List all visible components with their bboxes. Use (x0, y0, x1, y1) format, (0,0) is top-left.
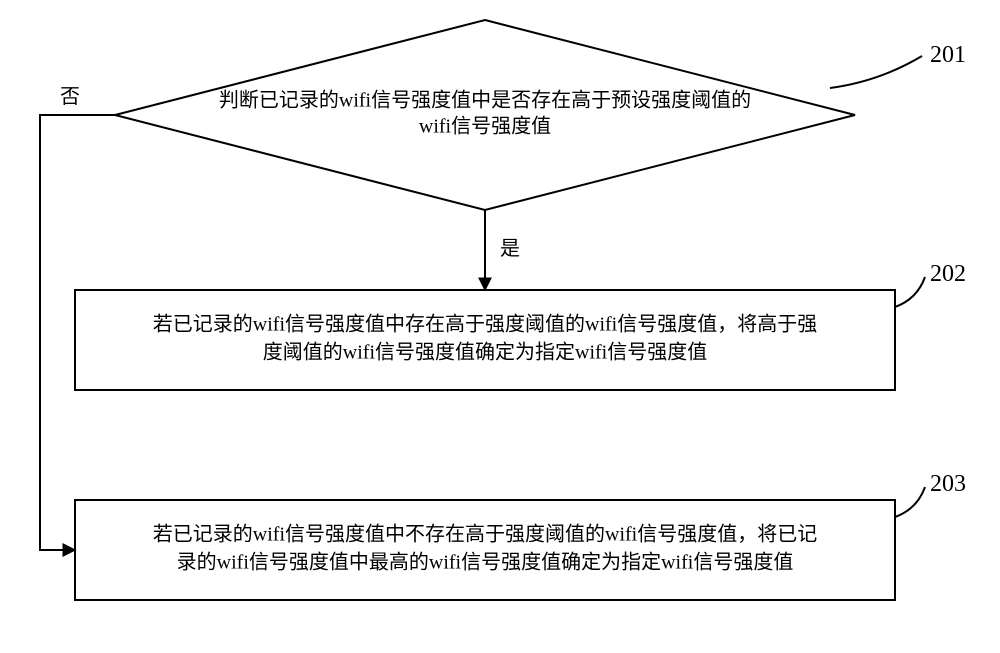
ref-leader (830, 56, 922, 88)
edge-label: 否 (60, 86, 80, 108)
node-text: 判断已记录的wifi信号强度值中是否存在高于预设强度阈值的 (219, 89, 751, 112)
node-text: wifi信号强度值 (419, 115, 551, 138)
node-text: 录的wifi信号强度值中最高的wifi信号强度值确定为指定wifi信号强度值 (177, 551, 794, 574)
ref-label: 202 (930, 261, 966, 287)
node-n2: 若已记录的wifi信号强度值中存在高于强度阈值的wifi信号强度值，将高于强度阈… (75, 261, 966, 390)
node-text: 度阈值的wifi信号强度值确定为指定wifi信号强度值 (263, 341, 707, 364)
ref-label: 201 (930, 42, 966, 68)
node-text: 若已记录的wifi信号强度值中不存在高于强度阈值的wifi信号强度值，将已记 (153, 523, 817, 546)
edge (40, 115, 115, 550)
node-text: 若已记录的wifi信号强度值中存在高于强度阈值的wifi信号强度值，将高于强 (153, 313, 817, 336)
edge-label: 是 (500, 238, 520, 260)
ref-leader (895, 487, 925, 517)
ref-leader (895, 277, 925, 307)
node-n3: 若已记录的wifi信号强度值中不存在高于强度阈值的wifi信号强度值，将已记录的… (75, 471, 966, 600)
node-n1: 判断已记录的wifi信号强度值中是否存在高于预设强度阈值的 wifi信号强度值 20… (115, 20, 966, 210)
ref-label: 203 (930, 471, 966, 497)
